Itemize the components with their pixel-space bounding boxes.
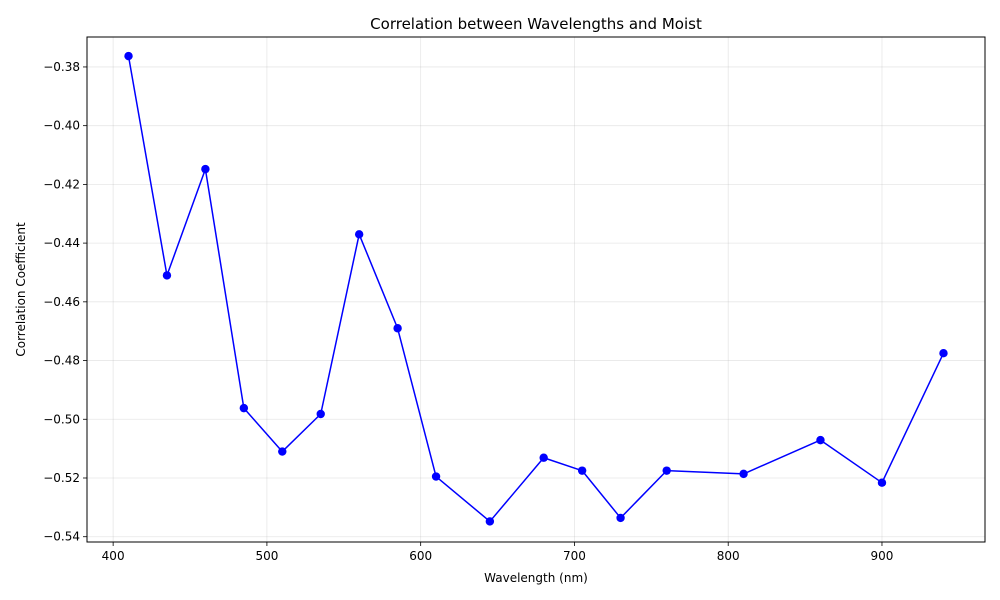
data-point	[939, 349, 948, 358]
data-point	[877, 478, 887, 487]
data-point	[539, 453, 548, 462]
data-point	[239, 403, 249, 413]
x-tick-label: 800	[717, 549, 740, 563]
data-point	[354, 230, 364, 239]
y-tick-label: −0.46	[43, 295, 80, 309]
data-point	[316, 409, 325, 419]
series-line	[127, 55, 945, 523]
x-axis-label: Wavelength (nm)	[484, 571, 588, 585]
chart-title: Correlation between Wavelengths and Mois…	[370, 15, 702, 33]
axis-ticks: 400 500 600 700 800 900 −0.38 −0.40 −0.42 −0.44 −0…	[43, 60, 893, 563]
data-point	[278, 447, 287, 456]
y-tick-label: −0.44	[43, 236, 80, 250]
data-point	[201, 164, 210, 174]
grid-lines	[87, 37, 985, 542]
y-tick-label: −0.40	[43, 119, 80, 133]
y-tick-label: −0.54	[43, 530, 80, 544]
y-tick-label: −0.38	[43, 60, 80, 74]
y-axis-label: Correlation Coefficient	[14, 222, 28, 357]
data-point	[739, 469, 748, 479]
data-point	[485, 517, 495, 526]
x-tick-label: 700	[563, 549, 586, 563]
y-tick-label: −0.50	[43, 412, 80, 426]
data-point	[431, 472, 441, 481]
data-point	[577, 466, 587, 475]
y-tick-label: −0.52	[43, 471, 80, 485]
data-point	[816, 435, 825, 445]
y-tick-label: −0.48	[43, 354, 80, 368]
data-point	[162, 271, 172, 280]
data-point	[393, 324, 402, 333]
data-series	[124, 51, 948, 526]
x-tick-label: 500	[255, 549, 278, 563]
x-tick-label: 600	[409, 549, 432, 563]
y-tick-label: −0.42	[43, 177, 80, 191]
data-point	[662, 466, 671, 475]
data-point	[124, 51, 133, 61]
x-tick-label: 400	[102, 549, 125, 563]
plot-area-frame	[86, 36, 986, 543]
x-tick-label: 900	[871, 549, 894, 563]
data-point	[616, 513, 625, 523]
